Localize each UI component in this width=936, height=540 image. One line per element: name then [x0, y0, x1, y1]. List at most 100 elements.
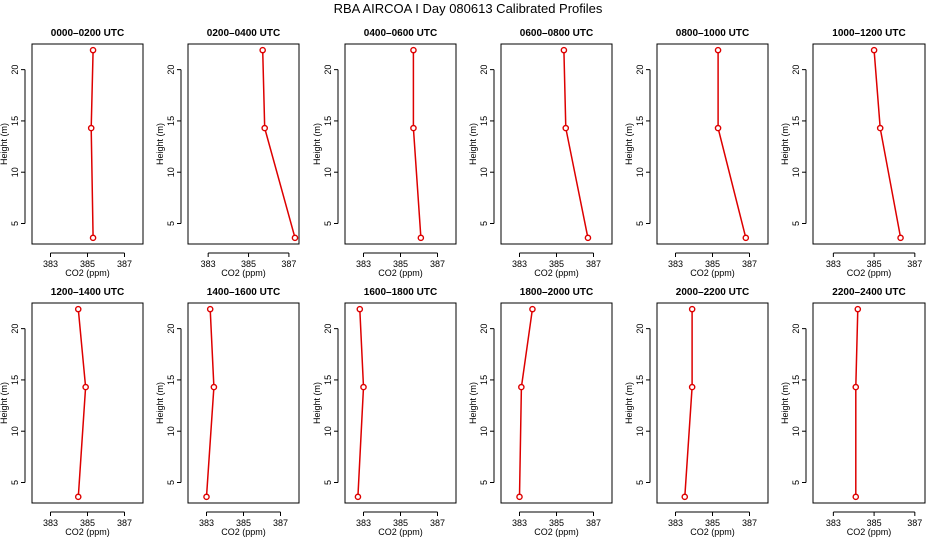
panel-7-y-tick-label-0: 5 [166, 480, 176, 485]
panel-4-y-tick-label-3: 20 [635, 65, 645, 75]
panel-1-title: 0200–0400 UTC [207, 28, 280, 39]
panel-5-x-tick-label-0: 383 [826, 259, 841, 269]
panel-4-y-tick-label-0: 5 [635, 221, 645, 226]
panel-6: 1200–1400 UTC 383 385 387 CO2 (ppm) 5 10 15 20 He… [0, 287, 144, 537]
panel-7-y-tick-label-2: 15 [166, 375, 176, 385]
panel-6-xlabel: CO2 (ppm) [65, 527, 110, 537]
panel-2-title: 0400–0600 UTC [364, 28, 437, 39]
panel-5-x-tick-label-1: 385 [867, 259, 882, 269]
panel-5-point-2 [870, 46, 878, 54]
panel-5-ylabel: Height (m) [780, 123, 790, 165]
panel-10-point-2 [688, 305, 696, 313]
panel-4-point-1 [714, 124, 722, 132]
panel-9-y-tick-label-2: 15 [479, 375, 489, 385]
panel-11: 2200–2400 UTC 383 385 387 CO2 (ppm) 5 10 15 20 He… [780, 287, 926, 537]
panel-0-y-tick-label-0: 5 [10, 221, 20, 226]
panel-9-point-1 [518, 383, 525, 391]
panel-10-y-tick-label-2: 15 [635, 375, 645, 385]
panel-3-point-0 [584, 234, 592, 242]
panel-3-title: 0600–0800 UTC [520, 28, 593, 39]
panel-3-point-1 [562, 124, 570, 132]
panel-1: 0200–0400 UTC 383 385 387 CO2 (ppm) 5 10 15 20 He… [155, 28, 300, 278]
panel-8-title: 1600–1800 UTC [364, 287, 437, 298]
panel-1-y-tick-label-2: 15 [166, 116, 176, 126]
panel-5-title: 1000–1200 UTC [832, 28, 905, 39]
panel-8-x-tick-label-2: 387 [430, 518, 445, 528]
panel-0-y-tick-label-3: 20 [10, 65, 20, 75]
panel-2: 0400–0600 UTC 383 385 387 CO2 (ppm) 5 10 15 20 He… [312, 28, 457, 278]
panel-9-y-tick-label-3: 20 [479, 324, 489, 334]
panel-5-point-0 [897, 234, 904, 242]
panel-7: 1400–1600 UTC 383 385 387 CO2 (ppm) 5 10 15 20 He… [155, 287, 300, 537]
panel-6-y-tick-label-3: 20 [10, 324, 20, 334]
panel-9-x-tick-label-2: 387 [586, 518, 601, 528]
panel-10-y-tick-label-1: 10 [635, 426, 645, 436]
panel-8-x-tick-label-1: 385 [393, 518, 408, 528]
panel-3-x-tick-label-1: 385 [549, 259, 564, 269]
panel-10-series-line [684, 309, 693, 497]
panel-11-series-line [855, 309, 859, 497]
panel-8-y-tick-label-0: 5 [323, 480, 333, 485]
panel-11-frame [812, 302, 926, 504]
panel-2-y-tick-label-2: 15 [323, 116, 333, 126]
panel-6-x-tick-label-2: 387 [117, 518, 132, 528]
panel-8-x-tick-label-0: 383 [356, 518, 371, 528]
panel-1-ylabel: Height (m) [155, 123, 165, 165]
panel-11-ylabel: Height (m) [780, 382, 790, 424]
panel-8-y-tick-label-1: 10 [323, 426, 333, 436]
panel-4-x-tick-label-2: 387 [742, 259, 757, 269]
panel-7-point-1 [210, 383, 218, 391]
panel-10-x-tick-label-2: 387 [742, 518, 757, 528]
panel-5-y-tick-label-1: 10 [791, 167, 801, 177]
panel-9-point-2 [529, 305, 536, 313]
panel-3-y-tick-label-2: 15 [479, 116, 489, 126]
panel-8-xlabel: CO2 (ppm) [378, 527, 423, 537]
panel-0: 0000–0200 UTC 383 385 387 CO2 (ppm) 5 10 15 20 He… [0, 28, 144, 278]
panel-11-y-tick-label-0: 5 [791, 480, 801, 485]
panel-0-point-1 [87, 124, 95, 132]
panel-0-point-0 [89, 234, 97, 242]
panel-2-y-tick-label-1: 10 [323, 167, 333, 177]
panel-4-point-2 [714, 46, 722, 54]
panel-6-frame [31, 302, 144, 504]
panel-10-y-tick-label-0: 5 [635, 480, 645, 485]
panel-9-title: 1800–2000 UTC [520, 287, 593, 298]
panel-0-point-2 [89, 46, 97, 54]
panel-10: 2000–2200 UTC 383 385 387 CO2 (ppm) 5 10 15 20 He… [624, 287, 769, 537]
panel-5-y-tick-label-0: 5 [791, 221, 801, 226]
panel-4-frame [656, 43, 769, 245]
panel-9-x-tick-label-1: 385 [549, 518, 564, 528]
panel-5-frame [812, 43, 926, 245]
panel-6-point-2 [74, 305, 82, 313]
panel-4-x-tick-label-0: 383 [668, 259, 683, 269]
panel-8-series-line [357, 309, 365, 497]
panel-3: 0600–0800 UTC 383 385 387 CO2 (ppm) 5 10 15 20 He… [468, 28, 613, 278]
panel-2-y-tick-label-0: 5 [323, 221, 333, 226]
panel-7-title: 1400–1600 UTC [207, 287, 280, 298]
panel-2-x-tick-label-1: 385 [393, 259, 408, 269]
panel-11-point-2 [854, 305, 862, 313]
panel-3-x-tick-label-0: 383 [512, 259, 527, 269]
panel-10-ylabel: Height (m) [624, 382, 634, 424]
panel-0-title: 0000–0200 UTC [51, 28, 124, 39]
panel-6-y-tick-label-0: 5 [10, 480, 20, 485]
panel-3-y-tick-label-1: 10 [479, 167, 489, 177]
panel-2-series-line [412, 50, 422, 238]
figure-title: RBA AIRCOA I Day 080613 Calibrated Profi… [333, 1, 603, 16]
panel-1-point-2 [259, 46, 266, 54]
panel-5-y-tick-label-3: 20 [791, 65, 801, 75]
panel-8: 1600–1800 UTC 383 385 387 CO2 (ppm) 5 10 15 20 He… [312, 287, 457, 537]
panel-6-y-tick-label-1: 10 [10, 426, 20, 436]
panel-4-y-tick-label-1: 10 [635, 167, 645, 177]
panel-3-y-tick-label-3: 20 [479, 65, 489, 75]
panel-8-y-tick-label-2: 15 [323, 375, 333, 385]
panel-0-x-tick-label-0: 383 [43, 259, 58, 269]
panel-2-point-1 [410, 124, 417, 132]
panel-8-point-1 [360, 383, 367, 391]
panel-5: 1000–1200 UTC 383 385 387 CO2 (ppm) 5 10 15 20 He… [780, 28, 926, 278]
panel-9-point-0 [516, 493, 523, 501]
panel-11-xlabel: CO2 (ppm) [847, 527, 892, 537]
panel-6-title: 1200–1400 UTC [51, 287, 124, 298]
panel-8-point-0 [354, 493, 362, 501]
